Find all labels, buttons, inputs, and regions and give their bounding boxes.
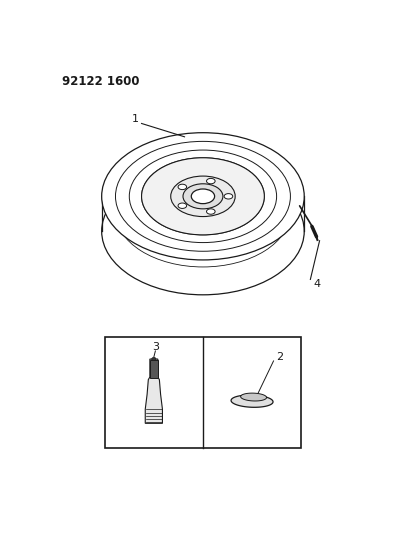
Bar (105, 337, 301, 448)
Polygon shape (145, 359, 162, 423)
Ellipse shape (207, 209, 215, 214)
Text: 1: 1 (132, 115, 139, 124)
Ellipse shape (191, 189, 215, 204)
Bar (150, 360, 158, 378)
Ellipse shape (178, 184, 187, 190)
Ellipse shape (102, 133, 304, 260)
Ellipse shape (102, 133, 304, 260)
Ellipse shape (142, 158, 265, 235)
Ellipse shape (207, 179, 215, 184)
Polygon shape (231, 395, 273, 407)
Text: 4: 4 (313, 279, 320, 288)
Ellipse shape (224, 193, 233, 199)
Ellipse shape (178, 203, 187, 208)
Ellipse shape (152, 358, 156, 361)
Ellipse shape (171, 176, 235, 216)
Ellipse shape (183, 184, 223, 209)
Polygon shape (241, 393, 267, 401)
Text: 2: 2 (276, 352, 283, 362)
Text: 92122 1600: 92122 1600 (62, 76, 139, 88)
Text: 3: 3 (152, 342, 159, 352)
